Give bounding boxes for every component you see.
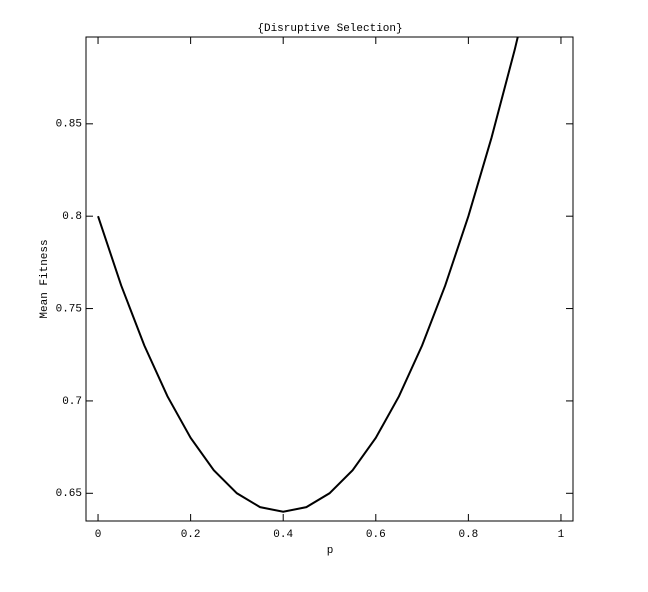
y-tick-label: 0.85: [56, 119, 82, 131]
y-tick-label: 0.65: [56, 488, 82, 500]
x-tick-label: 0.4: [273, 529, 293, 541]
x-tick-label: 0.2: [181, 529, 201, 541]
x-tick-label: 0: [95, 529, 102, 541]
line-series: [97, 37, 519, 513]
x-tick-label: 0.6: [366, 529, 386, 541]
y-tick-label: 0.7: [62, 396, 82, 408]
y-tick-label: 0.75: [56, 303, 82, 315]
x-axis-label: p: [327, 545, 334, 557]
x-tick-label: 1: [558, 529, 565, 541]
plot-frame: [85, 36, 574, 522]
x-tick-label: 0.8: [458, 529, 478, 541]
chart-title: {Disruptive Selection}: [257, 23, 402, 35]
y-axis-label: Mean Fitness: [39, 239, 51, 318]
y-tick-label: 0.8: [62, 211, 82, 223]
